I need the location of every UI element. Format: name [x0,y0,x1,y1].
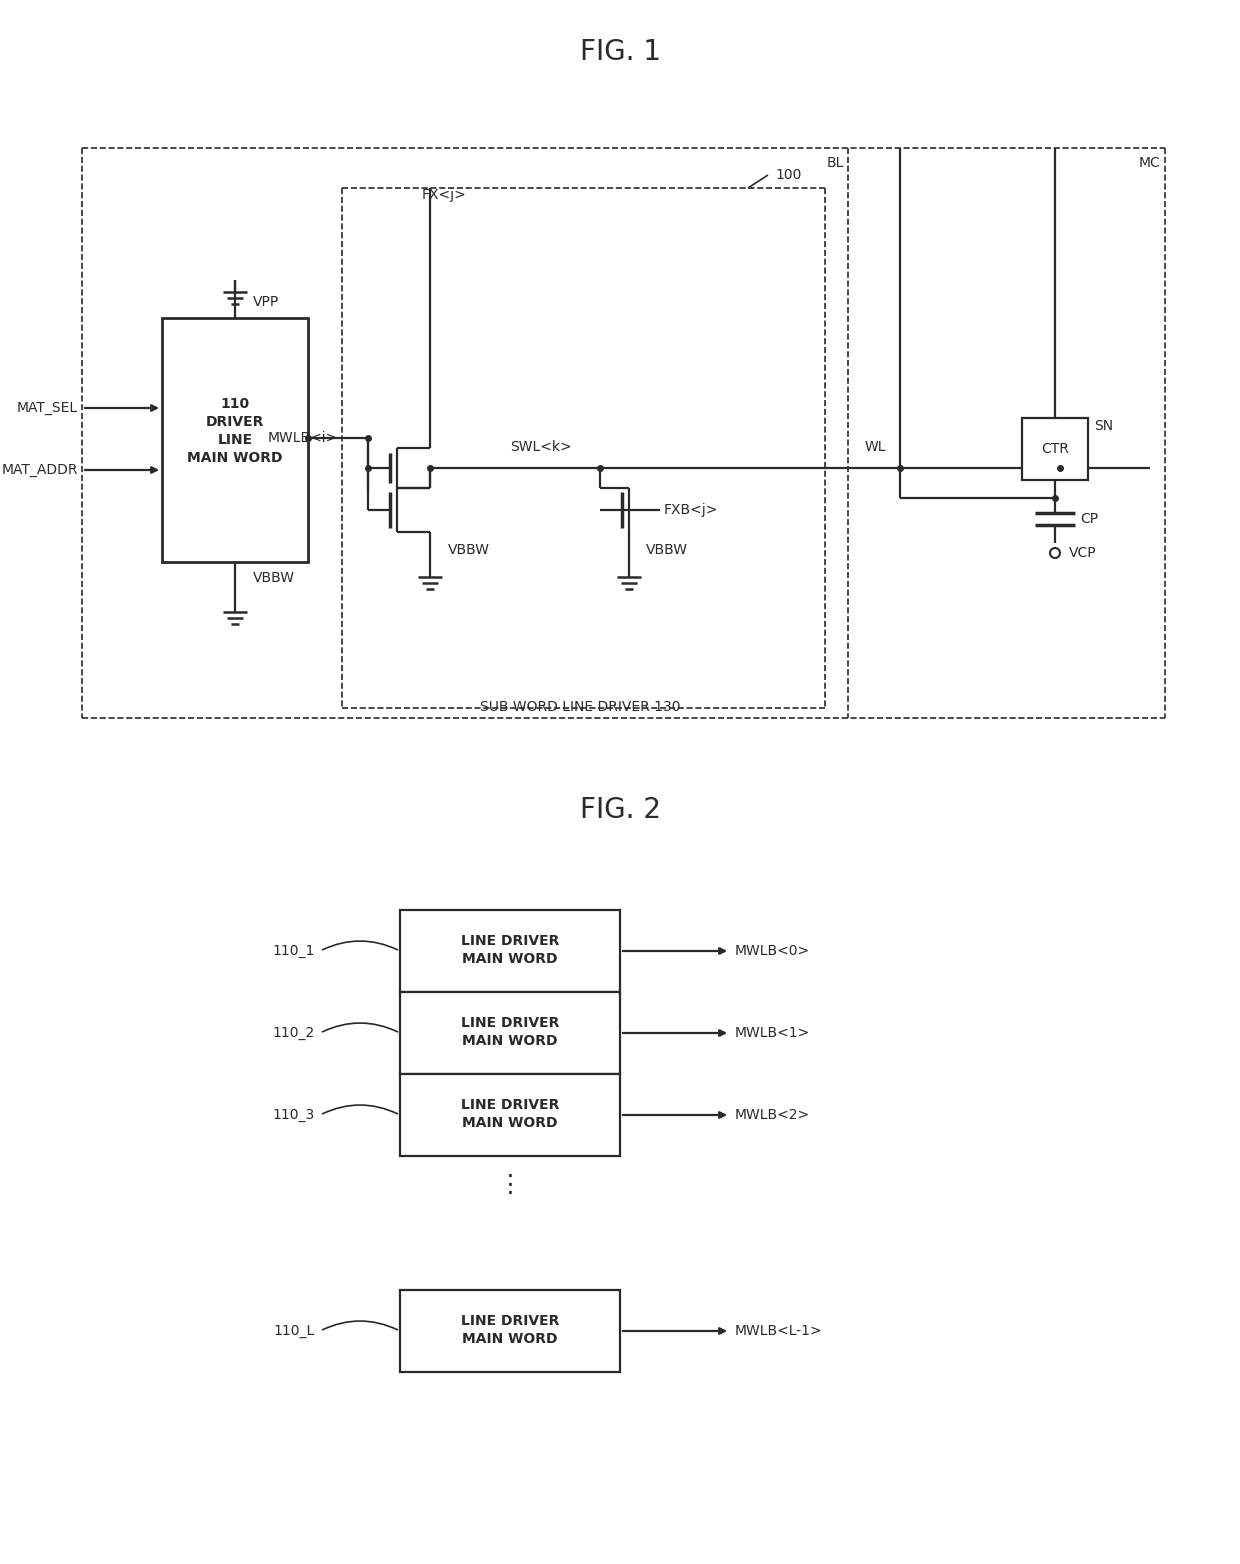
Text: 110_1: 110_1 [273,945,315,959]
Text: LINE DRIVER: LINE DRIVER [461,1017,559,1031]
Text: MWLB<i>: MWLB<i> [268,432,339,446]
Text: 100: 100 [775,167,801,181]
Text: FX<j>: FX<j> [422,188,466,202]
Text: CTR: CTR [1042,443,1069,457]
Text: SUB WORD LINE DRIVER 130: SUB WORD LINE DRIVER 130 [480,701,681,715]
Text: SWL<k>: SWL<k> [510,439,572,454]
Text: MWLB<0>: MWLB<0> [735,945,810,959]
Text: WL: WL [866,439,887,454]
Text: VBBW: VBBW [646,543,688,557]
Bar [1022,418,1087,480]
Text: LINE DRIVER: LINE DRIVER [461,1314,559,1328]
Text: 110_2: 110_2 [273,1026,315,1040]
Text: VPP: VPP [253,296,279,310]
Text: VBBW: VBBW [253,571,295,585]
Text: BL: BL [827,156,844,170]
Bar [401,1290,620,1372]
Bar [162,317,308,561]
Text: VBBW: VBBW [448,543,490,557]
Text: MAT_SEL: MAT_SEL [17,400,78,414]
Text: CP: CP [1080,511,1099,526]
Text: MWLB<2>: MWLB<2> [735,1107,810,1121]
Text: VCP: VCP [1069,546,1096,560]
Text: ⋮: ⋮ [497,1173,522,1196]
Text: MAIN WORD: MAIN WORD [463,1117,558,1131]
Bar [401,910,620,992]
Text: FXB<j>: FXB<j> [663,504,718,518]
Text: MAIN WORD: MAIN WORD [463,1333,558,1347]
Text: LINE: LINE [217,433,253,447]
Text: 110_3: 110_3 [273,1107,315,1121]
Text: LINE DRIVER: LINE DRIVER [461,934,559,948]
Text: MC: MC [1138,156,1159,170]
Text: LINE DRIVER: LINE DRIVER [461,1098,559,1112]
Text: MAT_ADDR: MAT_ADDR [1,463,78,477]
Text: MAIN WORD: MAIN WORD [463,952,558,967]
Text: MAIN WORD: MAIN WORD [187,450,283,465]
Text: DRIVER: DRIVER [206,414,264,429]
Text: SN: SN [1094,419,1114,433]
Text: FIG. 2: FIG. 2 [579,796,661,824]
Bar [401,1074,620,1156]
Text: 110_L: 110_L [274,1325,315,1337]
Text: FIG. 1: FIG. 1 [579,38,661,66]
Bar [401,992,620,1074]
Text: MWLB<L-1>: MWLB<L-1> [735,1325,822,1337]
Text: MAIN WORD: MAIN WORD [463,1034,558,1048]
Text: 110: 110 [221,397,249,411]
Text: MWLB<1>: MWLB<1> [735,1026,810,1040]
